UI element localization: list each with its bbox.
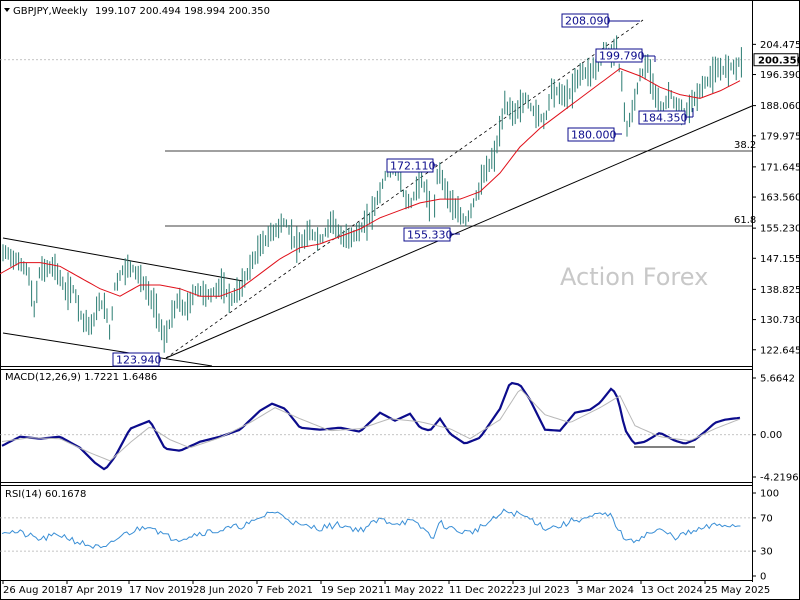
price-tick-label: 163.560 bbox=[760, 193, 800, 204]
fib-level-label: 61.8 bbox=[734, 215, 756, 226]
time-tick-label: 13 Oct 2024 bbox=[641, 585, 703, 596]
collapse-triangle-icon[interactable] bbox=[4, 8, 10, 12]
price-tick-label: 196.390 bbox=[760, 70, 800, 81]
time-tick-label: 26 Aug 2018 bbox=[3, 585, 67, 596]
time-tick-label: 23 Jul 2023 bbox=[513, 585, 570, 596]
rsi-tick-label: 30 bbox=[760, 547, 773, 558]
macd-lines bbox=[0, 381, 752, 471]
moving-average-line bbox=[0, 67, 741, 297]
price-tick-label: 155.230 bbox=[760, 224, 800, 235]
price-tick-label: 138.825 bbox=[760, 285, 800, 296]
price-tick-label: 171.645 bbox=[760, 162, 800, 173]
macd-axis-ticks: 5.6642 0.00 -4.2196 bbox=[752, 374, 799, 484]
price-tick-label: 130.730 bbox=[760, 315, 800, 326]
price-tick-label: 147.155 bbox=[760, 254, 800, 265]
watermark: Action Forex bbox=[560, 263, 708, 291]
price-tick-label: 122.645 bbox=[760, 345, 800, 356]
price-annotation-label: 180.000 bbox=[571, 129, 617, 142]
macd-tick-label: 0.00 bbox=[760, 430, 782, 441]
current-price-tag bbox=[753, 53, 799, 67]
macd-title: MACD(12,26,9) 1.7221 1.6486 bbox=[5, 372, 157, 383]
rsi-axis-ticks: 100 70 30 0 bbox=[752, 489, 779, 583]
price-annotation-box bbox=[112, 352, 160, 367]
price-moving-average bbox=[0, 67, 741, 297]
macd-series-line bbox=[1, 381, 741, 471]
price-annotation-label: 184.350 bbox=[642, 112, 688, 125]
price-bars bbox=[2, 35, 742, 353]
price-tick-label: 188.060 bbox=[760, 101, 800, 112]
rsi-series-line bbox=[1, 508, 741, 550]
channel-upper-line bbox=[2, 237, 244, 282]
rsi-title: RSI(14) 60.1678 bbox=[5, 489, 86, 500]
time-axis-ticks: 26 Aug 2018 7 Apr 2019 17 Nov 2019 28 Jun 2… bbox=[2, 580, 770, 596]
time-tick-label: 28 Jun 2020 bbox=[193, 585, 253, 596]
channel-lower-line bbox=[2, 332, 213, 367]
rsi-lines bbox=[0, 508, 752, 552]
time-tick-label: 7 Apr 2019 bbox=[67, 585, 122, 596]
price-axis-ticks: 204.475 196.390 188.060 179.975 171.645 163.5… bbox=[752, 40, 800, 356]
price-levels: 38.2 61.8 bbox=[0, 59, 756, 227]
chart-symbol: GBPJPY,Weekly bbox=[13, 6, 88, 17]
rising-trendline bbox=[165, 105, 753, 359]
time-tick-label: 11 Dec 2022 bbox=[449, 585, 513, 596]
time-tick-label: 19 Sep 2021 bbox=[321, 585, 384, 596]
price-annotation-label: 172.110 bbox=[390, 160, 436, 173]
price-tick-label: 204.475 bbox=[760, 40, 800, 51]
price-structure bbox=[2, 19, 753, 367]
time-tick-label: 25 May 2025 bbox=[705, 585, 770, 596]
price-annotation-label: 155.330 bbox=[407, 229, 453, 242]
price-annotation-label: 208.090 bbox=[565, 15, 611, 28]
signal-series-line bbox=[1, 389, 741, 462]
time-tick-label: 17 Nov 2019 bbox=[129, 585, 193, 596]
fib-level-label: 38.2 bbox=[734, 140, 756, 151]
price-annotation-label: 123.940 bbox=[116, 354, 162, 367]
rsi-tick-label: 100 bbox=[760, 489, 779, 500]
price-tick-label: 179.975 bbox=[760, 131, 800, 142]
time-tick-label: 3 Mar 2024 bbox=[577, 585, 634, 596]
dashed-projection-line bbox=[165, 19, 644, 359]
macd-tick-label: 5.6642 bbox=[760, 374, 795, 385]
current-price-label: 200.350 bbox=[758, 56, 800, 67]
price-annotation-label: 199.790 bbox=[599, 50, 645, 63]
time-tick-label: 1 May 2022 bbox=[385, 585, 444, 596]
rsi-tick-label: 0 bbox=[760, 572, 766, 583]
rsi-tick-label: 70 bbox=[760, 513, 773, 524]
price-annotations: 208.090 199.790 184.350 180.000 172.110 155.3… bbox=[112, 13, 694, 367]
time-tick-label: 7 Feb 2021 bbox=[257, 585, 313, 596]
chart-ohlc: 199.107 200.494 198.994 200.350 bbox=[95, 6, 270, 17]
macd-tick-label: -4.2196 bbox=[760, 473, 799, 484]
